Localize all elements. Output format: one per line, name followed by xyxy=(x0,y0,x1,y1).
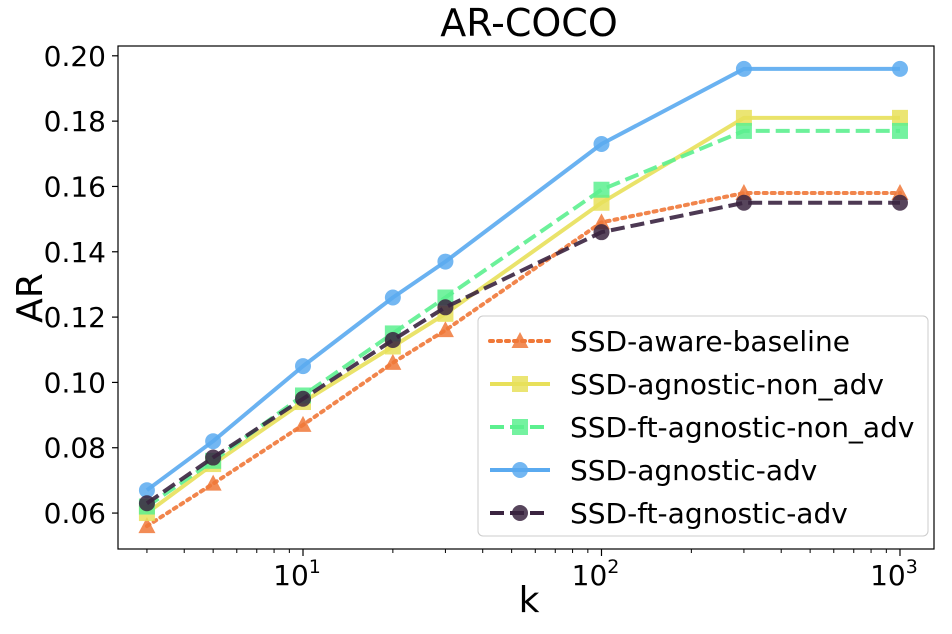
data-point xyxy=(592,213,610,230)
x-axis-label: k xyxy=(519,580,540,621)
data-point xyxy=(384,353,402,370)
y-tick-label: 0.16 xyxy=(44,170,106,203)
y-tick-label: 0.10 xyxy=(44,366,106,399)
chart-title: AR-COCO xyxy=(440,1,617,45)
legend: SSD-aware-baseline SSD-agnostic-non_adv SS… xyxy=(477,315,929,537)
data-point xyxy=(593,135,610,152)
data-point xyxy=(437,253,454,270)
data-point xyxy=(593,194,610,211)
series-layer xyxy=(138,60,909,534)
data-point xyxy=(294,415,312,432)
data-point xyxy=(205,433,222,450)
data-point xyxy=(593,224,610,241)
data-point xyxy=(436,321,454,338)
data-point xyxy=(891,109,908,126)
data-point xyxy=(891,194,908,211)
y-tick-label: 0.20 xyxy=(44,40,106,73)
data-point xyxy=(205,449,222,466)
data-point xyxy=(735,60,752,77)
plot-area-frame xyxy=(117,45,935,550)
x-tick-label: 101 xyxy=(273,556,321,592)
series-line xyxy=(145,200,900,505)
series-4 xyxy=(138,60,908,499)
data-point xyxy=(735,194,752,211)
y-tick-label: 0.12 xyxy=(44,301,106,334)
legend-label: SSD-agnostic-non_adv xyxy=(570,368,884,401)
legend-marker xyxy=(512,505,528,521)
data-point xyxy=(891,122,908,139)
data-point xyxy=(891,183,909,200)
x-axis: 101 102 103 xyxy=(146,549,918,592)
y-tick-label: 0.06 xyxy=(44,497,106,530)
data-point xyxy=(384,331,401,348)
x-tick-label: 102 xyxy=(572,556,620,592)
data-point xyxy=(138,495,155,512)
y-axis: 0.06 0.08 0.10 0.12 0.14 0.16 0.18 0.20 xyxy=(44,40,118,530)
legend-box xyxy=(477,315,929,537)
data-point xyxy=(437,299,454,316)
data-point xyxy=(735,109,752,126)
legend-label: SSD-aware-baseline xyxy=(570,325,850,358)
x-tick-label: 103 xyxy=(870,556,918,592)
y-axis-label: AR xyxy=(10,273,51,323)
data-point xyxy=(295,390,312,407)
series-line xyxy=(145,128,900,509)
series-line xyxy=(145,66,900,492)
y-tick-label: 0.08 xyxy=(44,432,106,465)
legend-marker xyxy=(512,462,528,478)
data-point xyxy=(138,482,155,499)
legend-label: SSD-ft-agnostic-non_adv xyxy=(570,411,914,444)
legend-marker xyxy=(512,376,528,392)
series-line xyxy=(144,191,902,529)
legend-marker xyxy=(512,419,528,435)
data-point xyxy=(295,358,312,375)
legend-label: SSD-ft-agnostic-adv xyxy=(570,497,848,530)
data-point xyxy=(204,474,222,491)
data-point xyxy=(735,183,753,200)
data-point xyxy=(593,181,610,198)
series-5 xyxy=(138,194,908,512)
series-1 xyxy=(138,183,909,534)
y-tick-label: 0.14 xyxy=(44,236,106,269)
y-tick-label: 0.18 xyxy=(44,105,106,138)
series-line xyxy=(145,115,900,515)
legend-label: SSD-agnostic-adv xyxy=(570,454,817,487)
data-point xyxy=(138,517,156,534)
data-point xyxy=(384,289,401,306)
data-point xyxy=(735,122,752,139)
legend-marker xyxy=(511,332,529,348)
data-point xyxy=(891,60,908,77)
